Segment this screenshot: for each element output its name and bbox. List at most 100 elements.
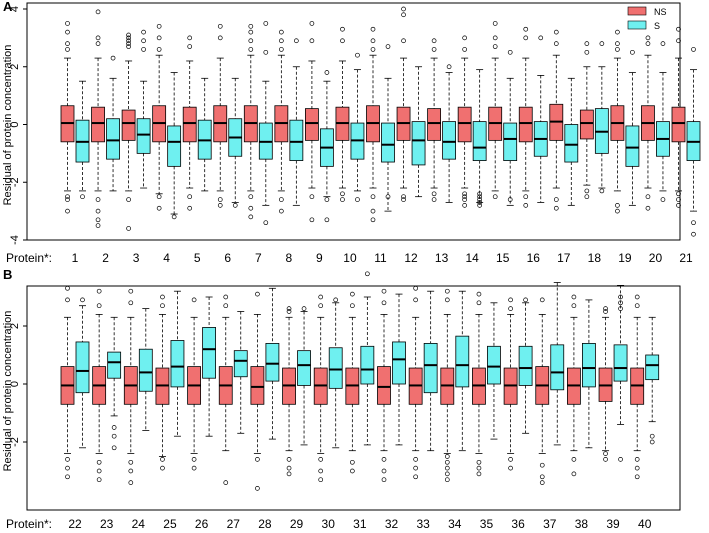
outlier-point	[634, 465, 640, 471]
outlier-point	[615, 29, 620, 35]
outlier-point	[523, 35, 529, 41]
outlier-point	[413, 465, 418, 471]
box-ns	[377, 366, 391, 405]
outlier-point	[217, 23, 223, 29]
outlier-point	[618, 294, 623, 300]
outlier-point	[65, 285, 70, 291]
box-s	[107, 351, 122, 379]
category-label: 37	[543, 517, 557, 531]
category-label: 35	[480, 517, 494, 531]
outlier-point	[462, 191, 467, 197]
outlier-point	[523, 194, 529, 200]
outlier-point	[571, 457, 577, 462]
outlier-point	[477, 197, 482, 202]
category-label: 27	[227, 517, 241, 531]
outlier-point	[385, 44, 391, 49]
outlier-point	[615, 47, 620, 52]
outlier-point	[401, 197, 406, 202]
box-s	[233, 350, 248, 378]
outlier-point	[96, 303, 102, 309]
outlier-point	[431, 38, 437, 44]
outlier-point	[401, 38, 406, 44]
box-ns	[121, 109, 136, 141]
outlier-point	[492, 35, 498, 41]
box-s	[582, 342, 596, 388]
outlier-point	[462, 47, 467, 52]
outlier-point	[65, 297, 70, 303]
outlier-point	[350, 468, 355, 474]
outlier-point	[223, 294, 229, 300]
box-ns	[457, 106, 472, 143]
outlier-point	[444, 465, 450, 471]
outlier-point	[65, 197, 70, 202]
outlier-point	[279, 197, 284, 202]
outlier-point	[615, 203, 620, 208]
panel-A: A Residual of protein concentration -4 -2 0 2…	[2, 0, 701, 265]
outlier-point	[571, 303, 577, 309]
box-s	[202, 327, 217, 379]
outlier-point	[279, 38, 284, 44]
outlier-point	[444, 297, 450, 303]
outlier-point	[523, 297, 528, 303]
box-ns	[579, 109, 594, 140]
y-tick-label: -4	[9, 235, 21, 245]
outlier-point	[571, 294, 577, 300]
outlier-point	[523, 26, 529, 32]
outlier-point	[645, 205, 651, 211]
outlier-point	[649, 433, 655, 439]
category-label: 4	[163, 251, 170, 265]
outlier-point	[381, 288, 387, 294]
outlier-point	[660, 197, 666, 202]
outlier-point	[507, 49, 513, 55]
outlier-point	[156, 205, 162, 211]
outlier-point	[676, 38, 681, 44]
outlier-point	[603, 306, 608, 311]
outlier-point	[80, 194, 85, 200]
outlier-point	[401, 194, 406, 200]
box-ns	[304, 108, 319, 141]
outlier-point	[553, 41, 559, 47]
outlier-point	[508, 457, 513, 462]
outlier-point	[355, 197, 360, 202]
category-label: 10	[343, 251, 357, 265]
outlier-point	[618, 457, 623, 462]
outlier-point	[111, 433, 117, 439]
outlier-point	[65, 21, 70, 26]
outlier-point	[340, 197, 345, 202]
outlier-point	[309, 194, 315, 200]
box-s	[487, 345, 501, 385]
outlier-point	[248, 38, 254, 44]
outlier-point	[309, 217, 315, 223]
category-label: 13	[435, 251, 449, 265]
outlier-point	[444, 288, 450, 294]
outlier-point	[96, 459, 102, 465]
outlier-point	[191, 457, 197, 462]
outlier-point	[263, 21, 269, 26]
outlier-point	[476, 300, 482, 306]
category-label: 16	[527, 251, 541, 265]
outlier-point	[223, 480, 229, 485]
outlier-point	[128, 468, 134, 474]
outlier-point	[191, 465, 197, 471]
outlier-point	[65, 41, 70, 47]
outlier-point	[309, 21, 315, 26]
outlier-point	[660, 41, 666, 47]
box-s	[297, 350, 311, 386]
category-label: 34	[448, 517, 462, 531]
outlier-point	[318, 468, 324, 474]
outlier-point	[691, 220, 696, 226]
outlier-point	[355, 52, 360, 58]
x-axis-label: Protein*:	[6, 251, 52, 265]
box-ns	[671, 106, 686, 143]
outlier-point	[618, 306, 623, 311]
outlier-point	[95, 217, 101, 223]
outlier-point	[634, 457, 640, 462]
category-label: 8	[286, 251, 293, 265]
outlier-point	[539, 462, 545, 468]
outlier-point	[444, 477, 450, 483]
outlier-point	[584, 49, 590, 55]
outlier-point	[126, 32, 131, 38]
outlier-point	[603, 457, 608, 462]
box-s	[136, 118, 151, 154]
outlier-point	[634, 303, 640, 309]
